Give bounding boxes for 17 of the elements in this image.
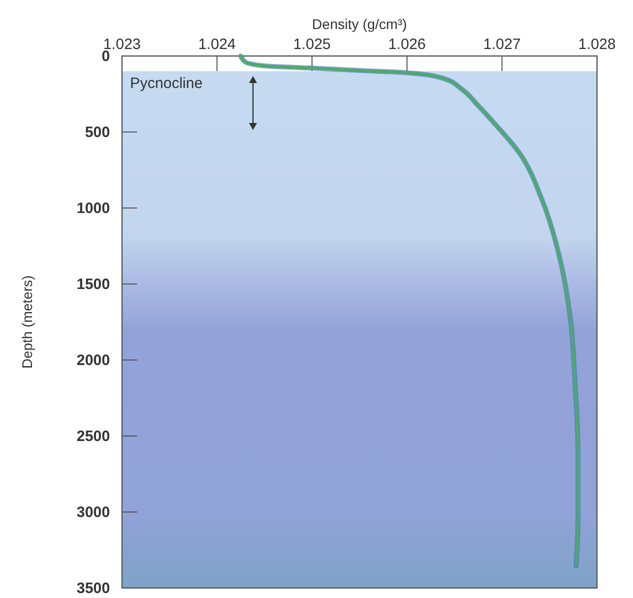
x-axis-title: Density (g/cm³) [312, 16, 407, 32]
y-axis-title: Depth (meters) [19, 275, 35, 369]
y-tick-label: 1000 [76, 200, 110, 217]
y-tick-label: 3500 [76, 580, 110, 597]
y-tick-label: 3000 [76, 504, 110, 521]
x-tick-label: 1.027 [483, 36, 521, 53]
y-tick-label: 0 [102, 48, 110, 65]
y-tick-label: 2000 [76, 352, 110, 369]
x-tick-label: 1.025 [293, 36, 331, 53]
x-tick-label: 1.024 [198, 36, 236, 53]
y-tick-label: 1500 [76, 276, 110, 293]
y-tick-label: 2500 [76, 428, 110, 445]
y-tick-label: 500 [84, 124, 110, 141]
x-tick-label: 1.026 [388, 36, 426, 53]
x-tick-label: 1.028 [578, 36, 616, 53]
annotation: Pycnocline [130, 75, 203, 92]
line-series [238, 54, 580, 568]
